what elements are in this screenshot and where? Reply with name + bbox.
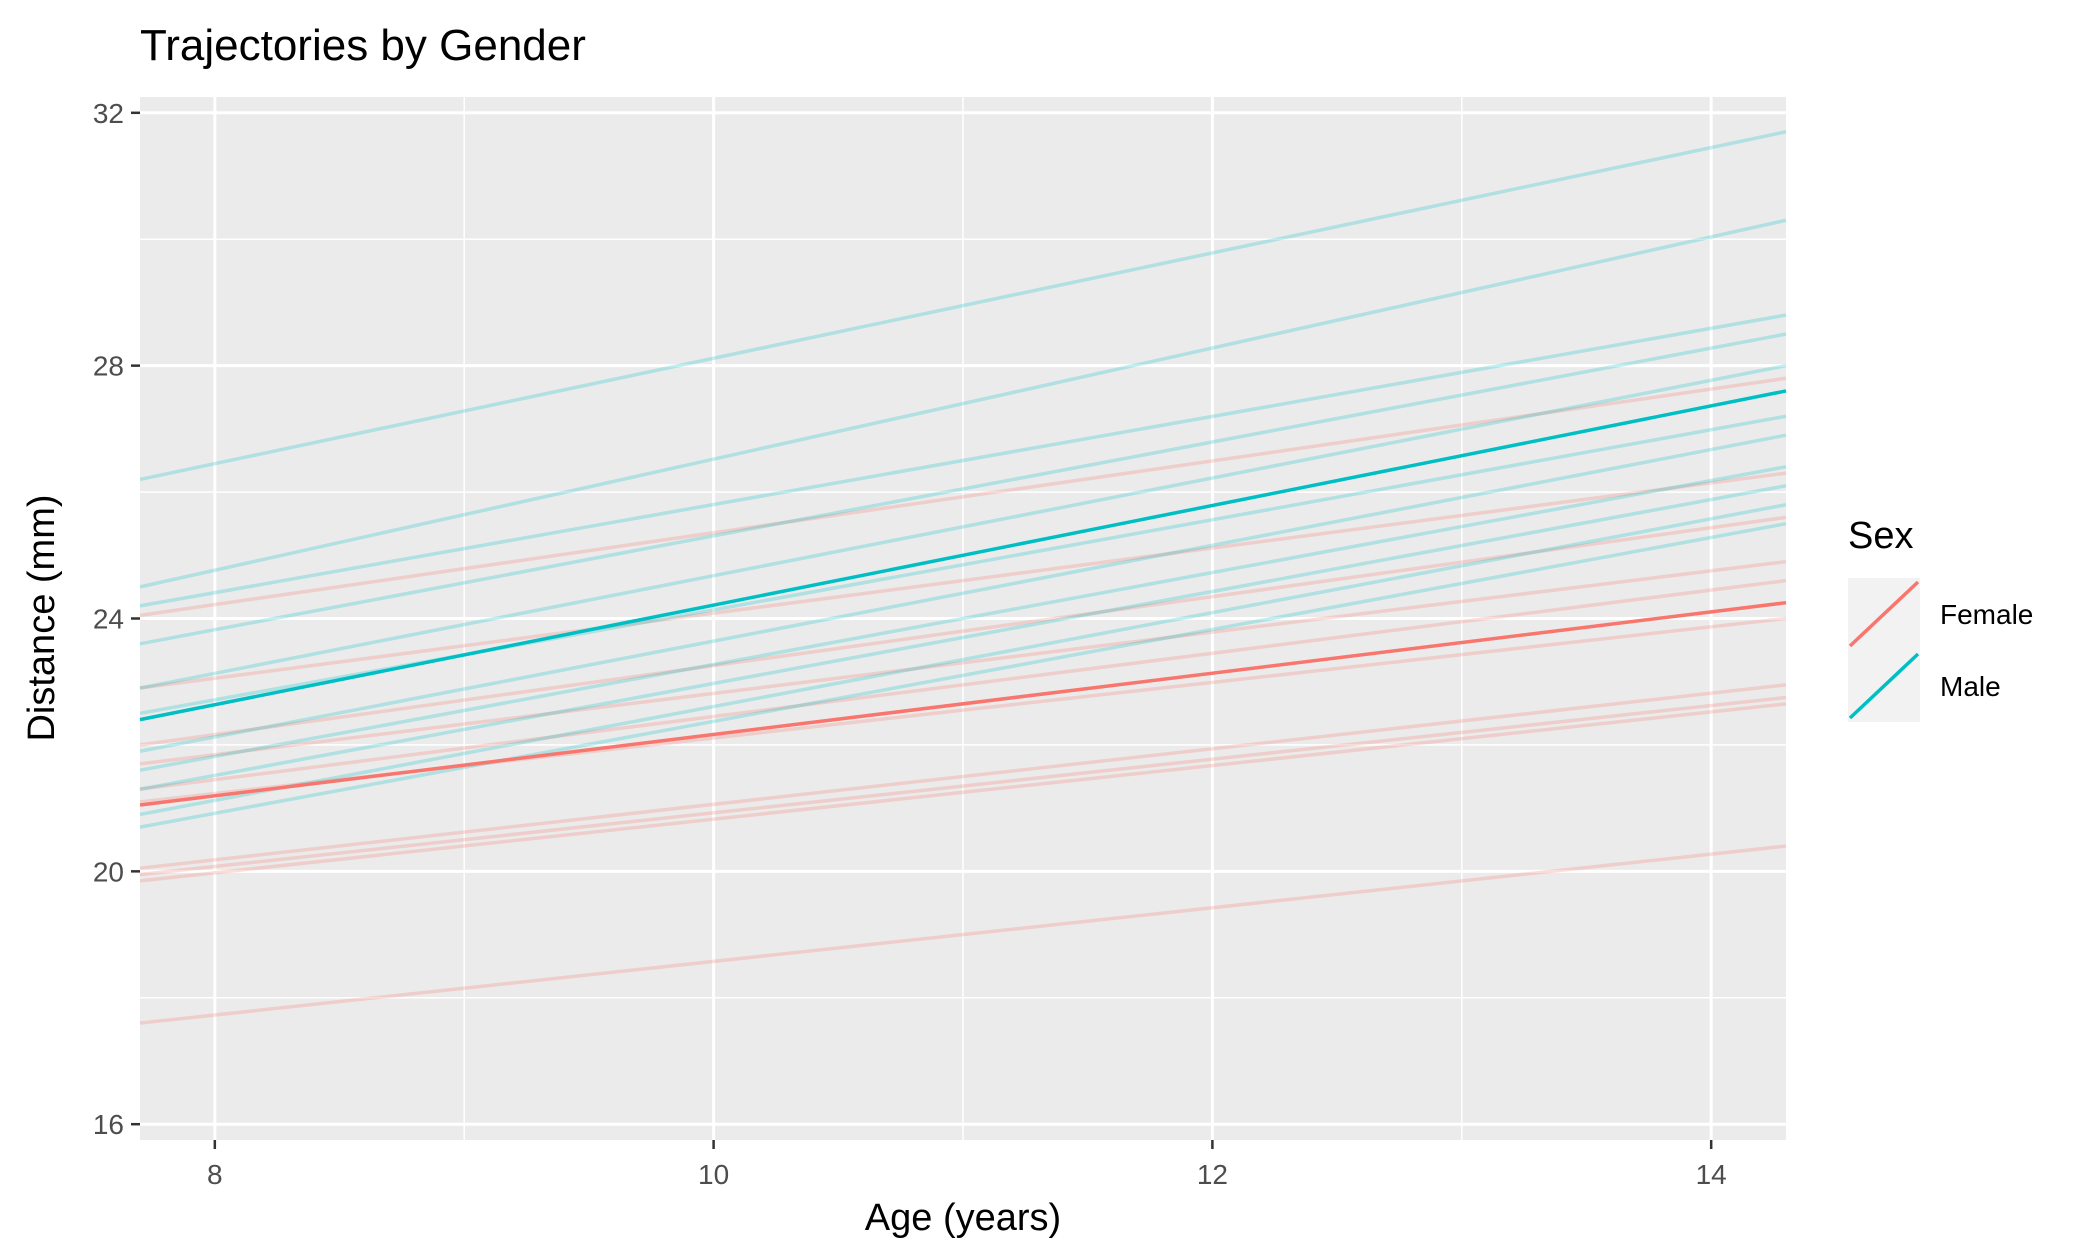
- y-tick-label: 20: [93, 856, 124, 887]
- legend-key-line: [1848, 580, 1920, 648]
- individual-line-male: [139, 465, 1787, 772]
- individual-line-female: [139, 844, 1787, 1025]
- individual-line-female: [139, 376, 1787, 618]
- x-axis: 8 10 12 14: [207, 1140, 1727, 1190]
- mean-lines: [139, 389, 1787, 807]
- y-tick-label: 28: [93, 351, 124, 382]
- individual-line-male: [139, 313, 1787, 608]
- y-tick-label: 24: [93, 604, 124, 635]
- individual-line-male: [139, 502, 1787, 817]
- mean-line-female: [139, 600, 1787, 807]
- y-axis-title: Distance (mm): [21, 494, 63, 741]
- individual-line-male: [139, 363, 1787, 690]
- individual-line-female: [139, 683, 1787, 870]
- x-tick-label: 14: [1696, 1159, 1727, 1190]
- grid-major: [140, 97, 1786, 1140]
- individual-lines: [139, 130, 1787, 1025]
- individual-line-female: [139, 702, 1787, 883]
- individual-line-female: [139, 515, 1787, 747]
- x-tick-label: 10: [698, 1159, 729, 1190]
- legend: Sex Female Male: [1848, 515, 2033, 722]
- individual-line-male: [139, 433, 1787, 753]
- individual-line-male: [139, 332, 1787, 646]
- y-tick-label: 16: [93, 1109, 124, 1140]
- individual-line-male: [139, 484, 1787, 791]
- x-axis-title: Age (years): [865, 1197, 1061, 1239]
- individual-line-female: [139, 578, 1787, 791]
- chart-title: Trajectories by Gender: [140, 21, 586, 70]
- individual-line-male: [139, 521, 1787, 829]
- individual-line-female: [139, 695, 1787, 877]
- x-tick-label: 12: [1197, 1159, 1228, 1190]
- legend-title: Sex: [1848, 515, 1913, 557]
- individual-line-male: [139, 218, 1787, 589]
- legend-key-line: [1848, 652, 1920, 720]
- legend-label-female: Female: [1940, 599, 2033, 630]
- mean-line-male: [139, 389, 1787, 722]
- individual-line-female: [139, 471, 1787, 690]
- individual-line-female: [139, 559, 1787, 766]
- y-axis: 16 20 24 28 32: [93, 98, 140, 1140]
- y-tick-label: 32: [93, 98, 124, 129]
- legend-label-male: Male: [1940, 671, 2001, 702]
- x-tick-label: 8: [207, 1159, 223, 1190]
- individual-line-male: [139, 130, 1787, 482]
